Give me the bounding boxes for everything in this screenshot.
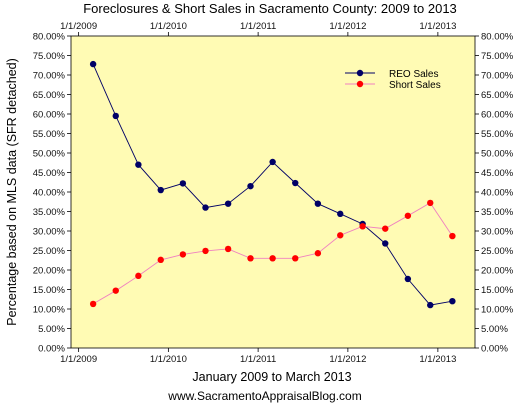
legend-reo-marker bbox=[356, 69, 364, 77]
legend-short-marker bbox=[356, 80, 364, 88]
reo-sales-point bbox=[89, 60, 97, 68]
y-tick-label-left: 10.00% bbox=[33, 304, 66, 315]
y-tick-label-left: 15.00% bbox=[33, 285, 66, 296]
y-tick-label-right: 80.00% bbox=[481, 31, 514, 42]
x-tick-label-top: 1/1/2013 bbox=[419, 21, 456, 32]
y-tick-label-right: 50.00% bbox=[481, 148, 514, 159]
short-sales-point bbox=[359, 223, 366, 230]
y-tick-label-left: 55.00% bbox=[33, 129, 66, 140]
short-sales-point bbox=[224, 245, 232, 253]
y-tick-label-right: 40.00% bbox=[481, 187, 514, 198]
reo-sales-point bbox=[292, 179, 299, 187]
y-tick-label-left: 30.00% bbox=[33, 226, 66, 237]
x-tick-label-top: 1/1/2009 bbox=[60, 21, 97, 32]
y-tick-label-left: 45.00% bbox=[33, 168, 66, 179]
short-sales-point bbox=[179, 251, 187, 258]
y-tick-label-left: 35.00% bbox=[33, 207, 66, 218]
short-sales-point bbox=[247, 255, 254, 262]
y-tick-label-right: 75.00% bbox=[481, 51, 514, 62]
y-tick-label-right: 20.00% bbox=[481, 265, 514, 276]
short-sales-point bbox=[314, 250, 322, 257]
x-tick-label-top: 1/1/2010 bbox=[150, 21, 187, 32]
y-tick-label-right: 70.00% bbox=[481, 70, 514, 81]
x-tick-label-top: 1/1/2012 bbox=[329, 21, 366, 32]
y-tick-label-right: 35.00% bbox=[481, 207, 514, 218]
x-tick-label-bottom: 1/1/2011 bbox=[240, 354, 276, 365]
y-tick-label-left: 60.00% bbox=[33, 109, 66, 120]
short-sales-point bbox=[135, 272, 142, 280]
short-sales-point bbox=[112, 287, 119, 294]
short-sales-point bbox=[202, 247, 209, 255]
y-tick-label-left: 25.00% bbox=[33, 246, 66, 257]
short-sales-point bbox=[89, 300, 97, 308]
reo-sales-point bbox=[224, 200, 232, 207]
y-tick-label-right: 45.00% bbox=[481, 168, 514, 179]
y-tick-label-left: 65.00% bbox=[33, 90, 66, 101]
legend: REO Sales Short Sales bbox=[345, 69, 441, 91]
y-tick-label-left: 70.00% bbox=[33, 70, 66, 81]
short-sales-point bbox=[449, 232, 456, 240]
reo-sales-point bbox=[449, 298, 456, 305]
y-tick-label-left: 80.00% bbox=[33, 31, 66, 42]
reo-sales-point bbox=[179, 180, 187, 187]
x-tick-label-bottom: 1/1/2012 bbox=[329, 354, 366, 365]
reo-sales-point bbox=[314, 200, 322, 207]
y-tick-label-left: 20.00% bbox=[33, 265, 66, 276]
y-tick-label-right: 30.00% bbox=[481, 226, 514, 237]
legend-reo-label: REO Sales bbox=[389, 69, 438, 80]
short-sales-point bbox=[157, 256, 164, 264]
y-tick-label-left: 5.00% bbox=[38, 324, 65, 335]
y-tick-label-left: 40.00% bbox=[33, 187, 66, 198]
y-tick-label-right: 65.00% bbox=[481, 90, 514, 101]
short-sales-point bbox=[427, 199, 434, 207]
reo-sales-point bbox=[112, 112, 119, 120]
x-tick-label-bottom: 1/1/2010 bbox=[150, 354, 187, 365]
short-sales-point bbox=[337, 232, 344, 239]
y-tick-label-right: 0.00% bbox=[481, 343, 508, 354]
y-tick-label-right: 10.00% bbox=[481, 304, 514, 315]
short-sales-point bbox=[269, 255, 276, 262]
y-tick-label-right: 60.00% bbox=[481, 109, 514, 120]
short-sales-point bbox=[404, 212, 412, 219]
reo-sales-point bbox=[382, 240, 389, 247]
y-tick-label-right: 15.00% bbox=[481, 285, 514, 296]
y-tick-label-right: 55.00% bbox=[481, 129, 514, 140]
reo-sales-point bbox=[427, 301, 434, 309]
y-tick-label-left: 0.00% bbox=[38, 343, 65, 354]
footer-url: www.SacramentoAppraisalBlog.com bbox=[167, 389, 361, 403]
y-tick-label-left: 75.00% bbox=[33, 51, 66, 62]
short-sales-point bbox=[382, 225, 389, 232]
reo-sales-point bbox=[157, 186, 164, 194]
x-tick-label-bottom: 1/1/2013 bbox=[419, 354, 456, 365]
reo-sales-point bbox=[337, 210, 344, 218]
reo-sales-point bbox=[404, 275, 412, 283]
reo-sales-point bbox=[135, 161, 142, 168]
short-sales-point bbox=[292, 255, 299, 262]
plot-area bbox=[70, 35, 476, 349]
y-tick-label-right: 25.00% bbox=[481, 246, 514, 257]
y-axis-title: Percentage based on MLS data (SFR detach… bbox=[5, 58, 19, 326]
y-tick-label-right: 5.00% bbox=[481, 324, 508, 335]
y-tick-label-left: 50.00% bbox=[33, 148, 66, 159]
reo-sales-point bbox=[202, 204, 209, 211]
chart-title: Foreclosures & Short Sales in Sacramento… bbox=[83, 1, 457, 16]
reo-sales-point bbox=[247, 182, 254, 190]
legend-short-label: Short Sales bbox=[389, 80, 441, 91]
x-tick-label-bottom: 1/1/2009 bbox=[60, 354, 97, 365]
reo-sales-point bbox=[269, 158, 276, 166]
x-tick-label-top: 1/1/2011 bbox=[240, 21, 276, 32]
x-axis-title: January 2009 to March 2013 bbox=[192, 370, 351, 384]
